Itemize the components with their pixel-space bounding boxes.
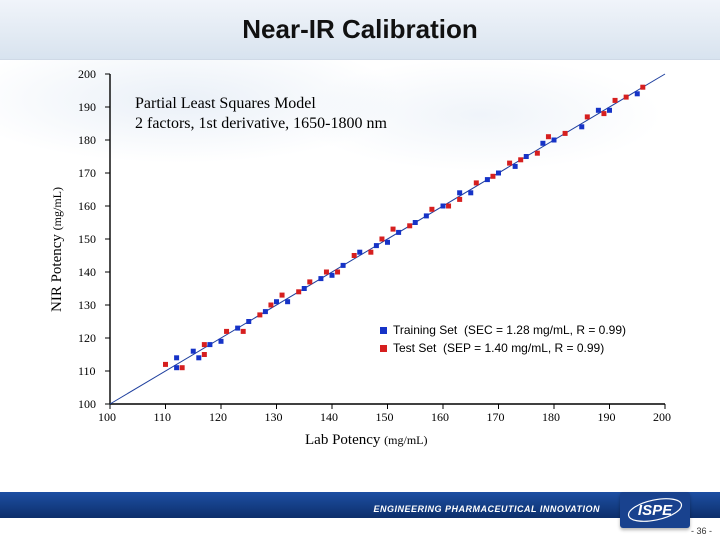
y-tick-label: 160 [78,199,96,214]
legend-item-label: Training Set (SEC = 1.28 mg/mL, R = 0.99… [393,323,626,337]
x-tick-label: 110 [154,410,172,425]
svg-text:ISPE: ISPE [638,502,673,519]
page-number: - 36 - [691,526,712,536]
x-tick-label: 170 [487,410,505,425]
y-tick-label: 200 [78,67,96,82]
y-tick-label: 100 [78,397,96,412]
slide-title: Near-IR Calibration [242,14,478,45]
y-axis-label: NIR Potency (mg/mL) [49,187,66,312]
x-tick-label: 160 [431,410,449,425]
x-tick-label: 200 [653,410,671,425]
chart-area: Partial Least Squares Model 2 factors, 1… [35,62,685,482]
x-tick-label: 150 [376,410,394,425]
x-tick-label: 180 [542,410,560,425]
title-band: Near-IR Calibration [0,0,720,60]
x-tick-label: 140 [320,410,338,425]
y-tick-label: 130 [78,298,96,313]
model-annotation: Partial Least Squares Model 2 factors, 1… [135,94,387,134]
x-tick-label: 190 [598,410,616,425]
footer-tagline: ENGINEERING PHARMACEUTICAL INNOVATION [373,504,600,514]
x-tick-label: 100 [98,410,116,425]
x-tick-label: 130 [265,410,283,425]
y-tick-label: 190 [78,100,96,115]
x-axis-label: Lab Potency (mg/mL) [305,432,427,449]
x-tick-label: 120 [209,410,227,425]
legend-item-label: Test Set (SEP = 1.40 mg/mL, R = 0.99) [393,341,604,355]
legend-marker-icon [380,345,387,352]
legend-marker-icon [380,327,387,334]
y-tick-label: 140 [78,265,96,280]
annotation-line-1: Partial Least Squares Model [135,94,387,114]
ispe-logo: ISPE [620,492,690,528]
y-tick-label: 110 [78,364,96,379]
y-tick-label: 170 [78,166,96,181]
annotation-line-2: 2 factors, 1st derivative, 1650-1800 nm [135,114,387,134]
y-tick-label: 180 [78,133,96,148]
footer-bar [0,492,720,518]
y-tick-label: 150 [78,232,96,247]
y-tick-label: 120 [78,331,96,346]
slide-root: { "title": "Near-IR Calibration", "annot… [0,0,720,540]
